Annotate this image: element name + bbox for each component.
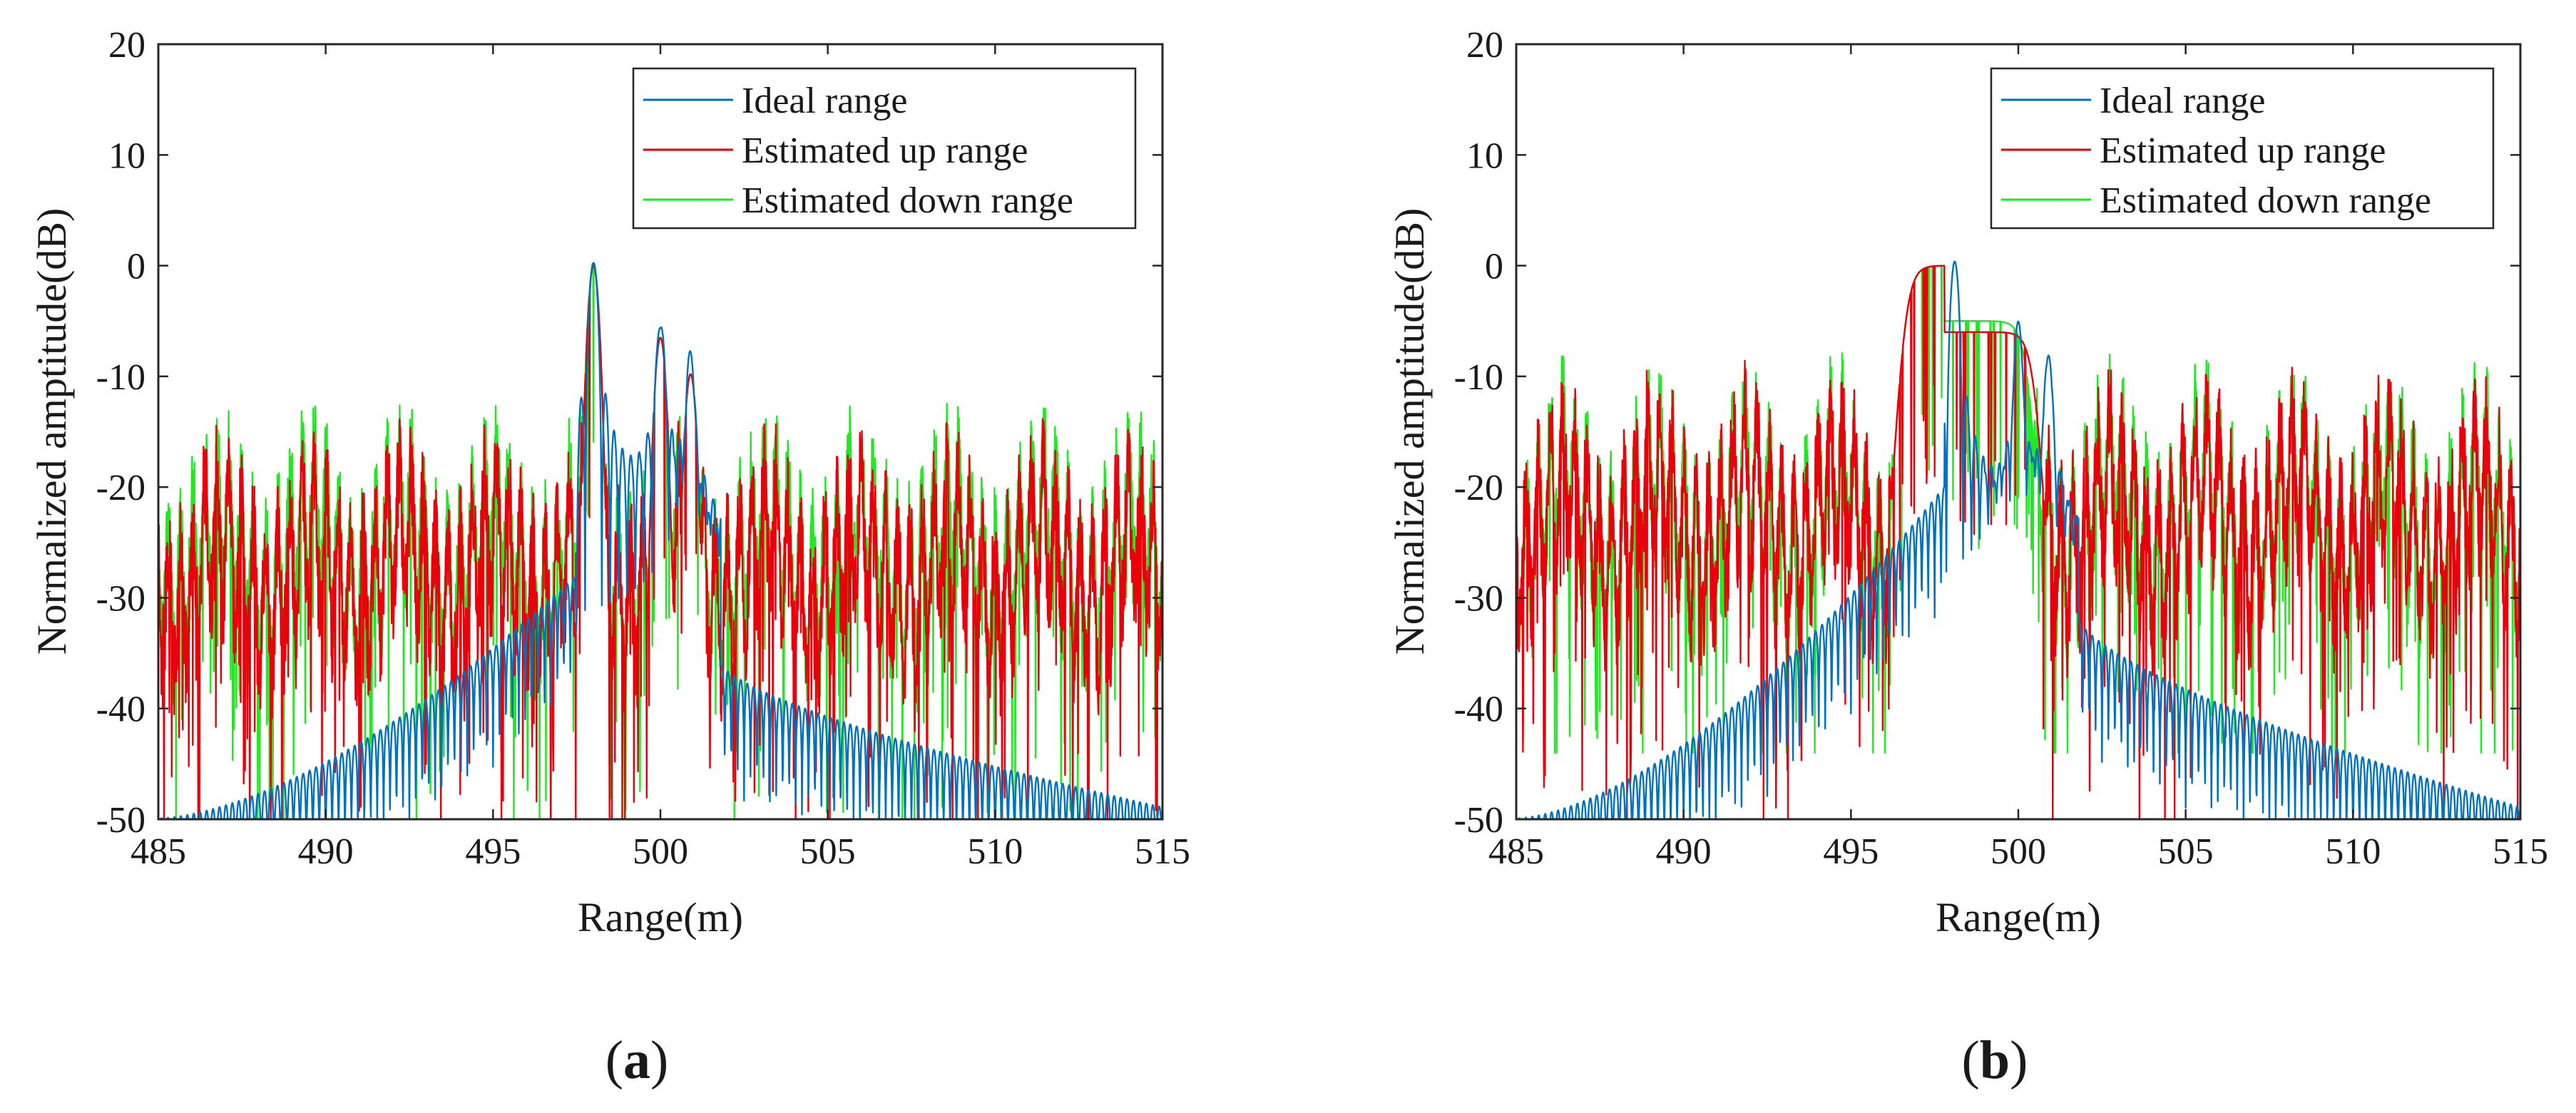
legend-a: Ideal range Estimated up range Estimated… xyxy=(632,67,1137,230)
x-tick-label-b-6: 515 xyxy=(2493,831,2548,872)
caption-b: (b) xyxy=(1962,1030,2028,1090)
y-tick-label-a-7: -50 xyxy=(96,800,145,841)
x-tick-label-b-3: 500 xyxy=(1990,831,2046,872)
y-tick-label-b-6: -40 xyxy=(1454,689,1503,730)
caption-letter-a: a xyxy=(623,1030,650,1090)
y-tick-label-a-1: 10 xyxy=(108,135,145,176)
x-tick-label-a-4: 505 xyxy=(800,831,856,872)
x-tick-label-b-0: 485 xyxy=(1488,831,1544,872)
y-tick-label-b-7: -50 xyxy=(1454,800,1503,841)
y-tick-label-a-3: -10 xyxy=(96,357,145,398)
legend-label-up-b: Estimated up range xyxy=(2100,130,2386,171)
legend-label-ideal-b: Ideal range xyxy=(2100,81,2265,121)
x-tick-label-a-5: 510 xyxy=(967,831,1023,872)
series-line-b-estimated-up-range xyxy=(1516,265,2520,819)
x-tick-label-a-3: 500 xyxy=(633,831,688,872)
ticks-b: 485 490 495 500 505 510 515 20 10 0 -10 -20 -30 -40 -5… xyxy=(1454,25,2548,872)
y-tick-label-a-6: -40 xyxy=(96,689,145,730)
panel-a: 485 490 495 500 505 510 515 20 10 0 -10 -20 -30 -40 -5… xyxy=(29,25,1190,1090)
caption-letter-b: b xyxy=(1980,1030,2010,1090)
y-tick-label-a-5: -30 xyxy=(96,578,145,619)
series-group-b xyxy=(1516,260,2520,819)
y-tick-label-b-3: -10 xyxy=(1454,357,1503,398)
legend-label-down-a: Estimated down range xyxy=(742,180,1073,221)
ticks-a: 485 490 495 500 505 510 515 20 10 0 -10 -20 -30 -40 -5… xyxy=(96,25,1190,872)
caption-a: (a) xyxy=(605,1030,669,1090)
panel-b: 485 490 495 500 505 510 515 20 10 0 -10 -20 -30 -40 -5… xyxy=(1386,25,2548,1090)
legend-label-ideal-a: Ideal range xyxy=(742,81,907,121)
y-tick-label-b-1: 10 xyxy=(1466,135,1503,176)
legend-b: Ideal range Estimated up range Estimated… xyxy=(1990,67,2495,230)
series-group-a xyxy=(158,262,1162,819)
x-tick-label-b-4: 505 xyxy=(2158,831,2214,872)
y-tick-label-a-0: 20 xyxy=(108,25,145,66)
y-axis-label-a: Normalized amptitude(dB) xyxy=(29,208,75,655)
y-axis-label-b: Normalized amptitude(dB) xyxy=(1386,208,1433,655)
series-line-a-estimated-up-range xyxy=(158,265,1162,819)
y-tick-label-b-0: 20 xyxy=(1466,25,1503,66)
x-tick-label-a-6: 515 xyxy=(1135,831,1190,872)
series-line-b-ideal-range xyxy=(1516,260,2520,819)
x-tick-label-b-1: 490 xyxy=(1656,831,1712,872)
x-axis-label-b: Range(m) xyxy=(1936,894,2101,940)
y-tick-label-a-4: -20 xyxy=(96,468,145,508)
x-tick-label-b-5: 510 xyxy=(2325,831,2381,872)
y-tick-label-b-4: -20 xyxy=(1454,468,1503,508)
legend-box-a xyxy=(632,67,1137,230)
legend-box-b xyxy=(1990,67,2495,230)
x-tick-label-a-0: 485 xyxy=(131,831,186,872)
y-tick-label-a-2: 0 xyxy=(127,247,145,287)
x-axis-label-a: Range(m) xyxy=(578,894,743,940)
y-tick-label-b-2: 0 xyxy=(1485,247,1503,287)
y-tick-label-b-5: -30 xyxy=(1454,578,1503,619)
series-line-a-ideal-range xyxy=(158,262,1162,819)
legend-label-down-b: Estimated down range xyxy=(2100,180,2431,221)
x-tick-label-a-1: 490 xyxy=(298,831,354,872)
x-tick-label-a-2: 495 xyxy=(465,831,521,872)
x-tick-label-b-2: 495 xyxy=(1823,831,1879,872)
legend-label-up-a: Estimated up range xyxy=(742,130,1028,171)
